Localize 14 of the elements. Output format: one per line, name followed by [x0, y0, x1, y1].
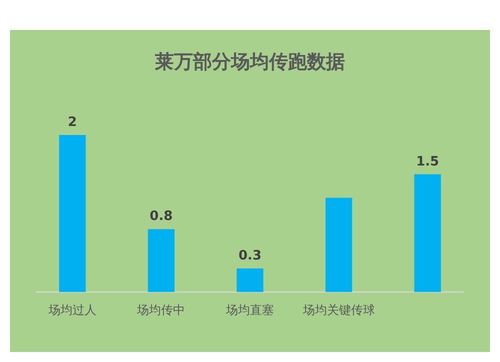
bar — [59, 135, 86, 292]
bar — [148, 229, 175, 292]
data-label: 0.8 — [150, 209, 173, 224]
x-tick-label: 场均过人 — [47, 303, 96, 317]
x-tick-label: 场均传中 — [136, 303, 186, 317]
bar — [414, 174, 441, 292]
data-label: 2 — [68, 115, 77, 130]
bar — [236, 268, 264, 292]
chart-title: 莱万部分场均传跑数据 — [154, 51, 345, 73]
data-label: 1.5 — [416, 154, 440, 170]
x-tick-label: 场均直塞 — [225, 303, 274, 317]
data-label: 0.3 — [238, 248, 262, 264]
bar — [325, 198, 352, 292]
x-tick-label: 场均关键传球 — [302, 303, 375, 317]
